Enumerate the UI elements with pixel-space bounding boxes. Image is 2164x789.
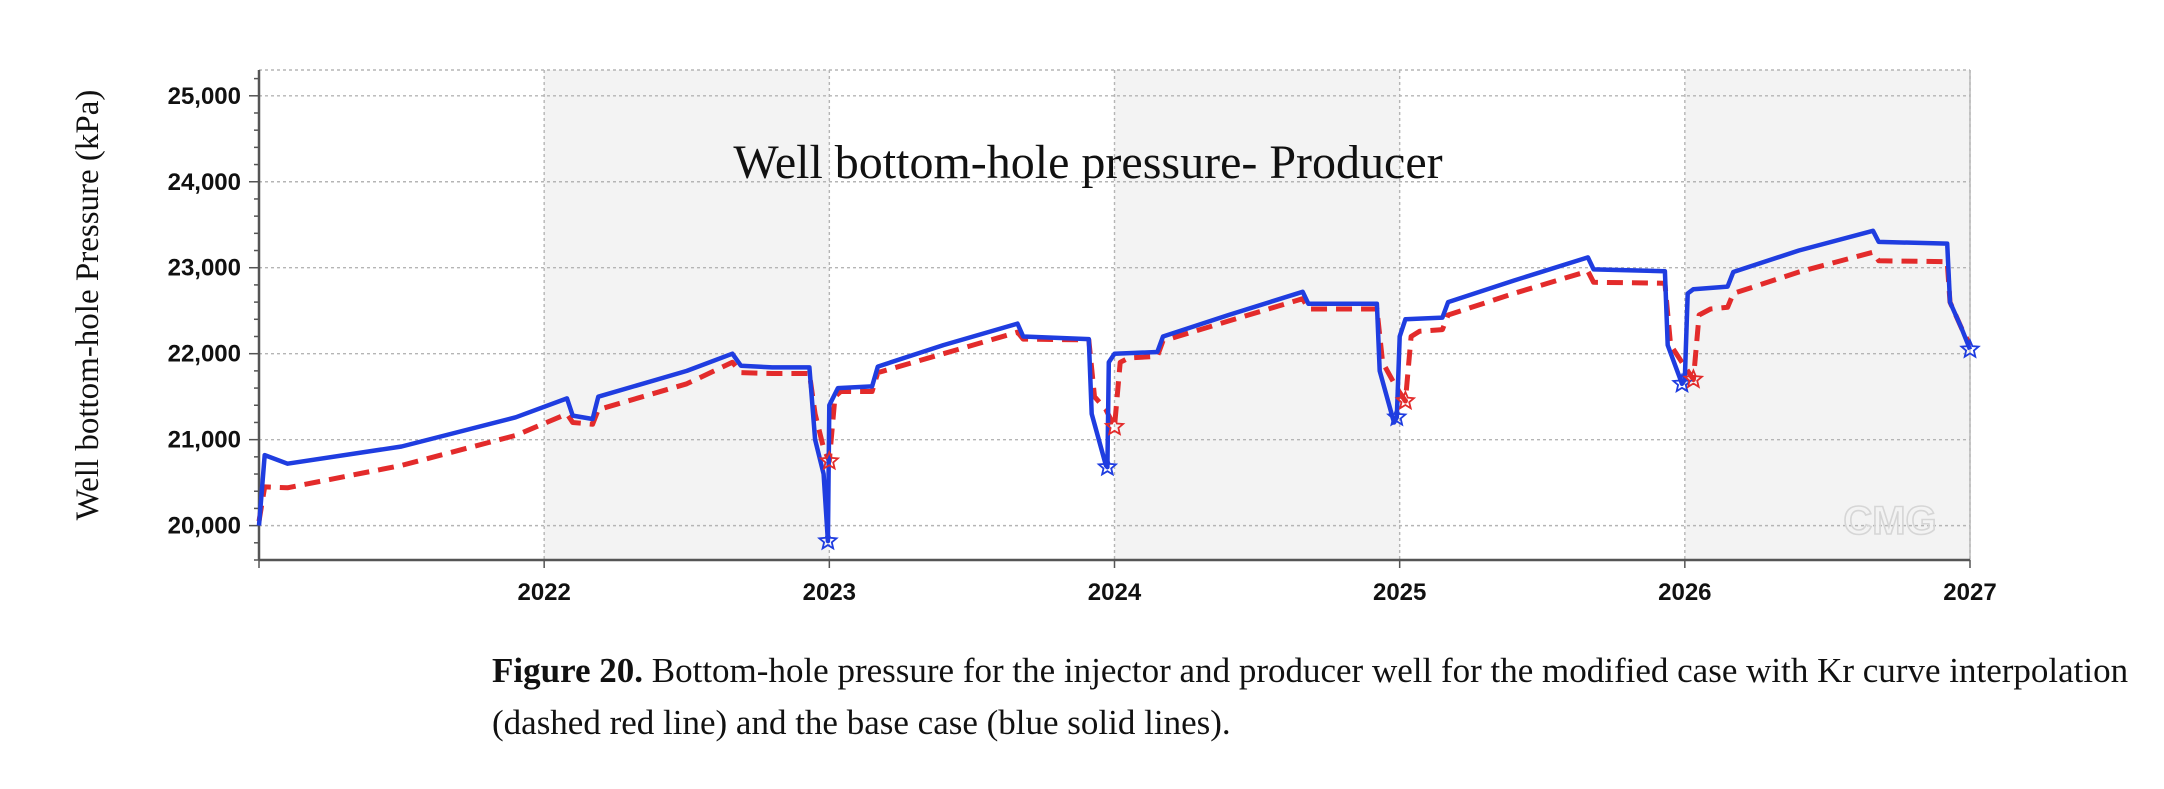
- year-band: [1684, 70, 1970, 560]
- x-tick-label: 2024: [1088, 579, 1142, 606]
- base-star-marker: [1096, 455, 1119, 477]
- modified-case-line: [256, 249, 1973, 522]
- x-tick-label: 2022: [517, 579, 570, 606]
- x-tick-label: 2027: [1943, 579, 1996, 606]
- x-tick-label: 2025: [1373, 579, 1426, 606]
- axes: [249, 70, 1971, 568]
- base-case-line: [256, 228, 1973, 544]
- x-tick-label: 2026: [1658, 579, 1711, 606]
- x-tick-label: 2023: [803, 579, 856, 606]
- modified-star-marker: [1103, 415, 1126, 436]
- caption-text: Bottom-hole pressure for the injector an…: [492, 651, 2129, 742]
- year-band: [544, 70, 830, 560]
- data-markers: [817, 338, 1981, 551]
- modified-star-marker: [1394, 389, 1417, 411]
- x-axis-ticks: 2022 2023 2024 2025 2026 2027: [517, 579, 1996, 606]
- cmg-watermark: CMG: [1843, 499, 1936, 543]
- base-star-marker: [817, 529, 839, 551]
- y-tick-label: 24,000: [168, 169, 241, 196]
- base-star-marker: [1959, 338, 1981, 359]
- base-star-marker: [1386, 405, 1408, 427]
- caption-label: Figure 20.: [492, 651, 644, 690]
- y-tick-label: 20,000: [168, 513, 241, 540]
- data-series: [256, 228, 1973, 544]
- y-tick-label: 22,000: [168, 341, 241, 368]
- figure-caption: Figure 20. Bottom-hole pressure for the …: [492, 645, 2152, 749]
- y-tick-label: 21,000: [168, 427, 241, 454]
- y-axis-ticks: 20,000 21,000 22,000 23,000 24,000 25,000: [168, 83, 241, 540]
- y-tick-label: 23,000: [168, 255, 241, 282]
- chart-title: Well bottom-hole pressure- Producer: [733, 136, 1442, 189]
- modified-star-marker: [818, 449, 841, 471]
- y-tick-label: 25,000: [168, 83, 241, 110]
- y-axis-label: Well bottom-hole Pressure (kPa): [70, 90, 106, 521]
- modified-star-marker: [1682, 368, 1705, 389]
